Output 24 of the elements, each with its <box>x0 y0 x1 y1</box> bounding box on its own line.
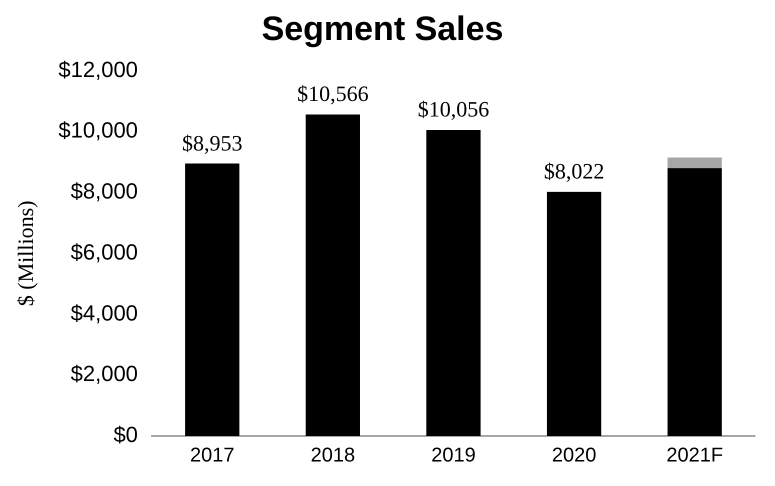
x-tick-label: 2018 <box>310 444 356 467</box>
y-tick-label: $10,000 <box>58 118 138 143</box>
data-label: $8,022 <box>544 158 604 184</box>
y-tick-label: $8,000 <box>70 178 138 204</box>
x-tick-label: 2019 <box>431 444 476 467</box>
bar <box>546 192 602 436</box>
x-tick-label: 2021F <box>666 444 724 467</box>
data-label: $10,566 <box>297 81 369 106</box>
y-tick-label: $2,000 <box>70 361 138 386</box>
chart-title: Segment Sales <box>262 10 504 48</box>
bar <box>668 168 722 436</box>
bar <box>306 114 360 436</box>
bar <box>185 164 240 436</box>
y-axis-title: $ (Millions) <box>12 200 38 306</box>
data-label: $10,056 <box>418 96 490 122</box>
x-tick-label: 2020 <box>552 444 596 467</box>
bar <box>426 130 481 436</box>
y-tick-label: $0 <box>113 422 138 448</box>
bar <box>668 158 722 168</box>
y-tick-label: $6,000 <box>70 239 138 264</box>
y-tick-label: $4,000 <box>70 300 138 326</box>
data-label: $8,953 <box>182 130 242 156</box>
y-tick-label: $12,000 <box>58 56 138 82</box>
x-tick-label: 2017 <box>190 444 234 467</box>
